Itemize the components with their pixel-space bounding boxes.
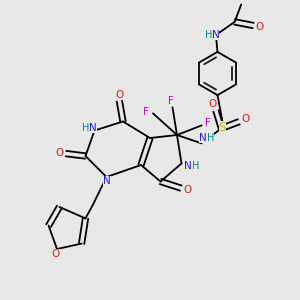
Text: O: O — [208, 99, 217, 110]
Text: O: O — [55, 148, 64, 158]
Text: F: F — [205, 118, 211, 128]
Text: O: O — [115, 89, 124, 100]
Text: N: N — [199, 133, 207, 143]
Text: N: N — [89, 123, 97, 133]
Text: N: N — [103, 176, 111, 186]
Text: O: O — [51, 249, 60, 260]
Text: H: H — [207, 133, 214, 143]
Text: O: O — [256, 22, 264, 32]
Text: F: F — [168, 96, 174, 106]
Text: O: O — [183, 185, 192, 195]
Text: F: F — [143, 107, 149, 117]
Text: H: H — [82, 123, 90, 133]
Text: N: N — [184, 161, 192, 171]
Text: N: N — [212, 30, 219, 40]
Text: H: H — [192, 161, 200, 171]
Text: O: O — [241, 114, 250, 124]
Text: S: S — [219, 121, 226, 134]
Text: H: H — [205, 30, 212, 40]
